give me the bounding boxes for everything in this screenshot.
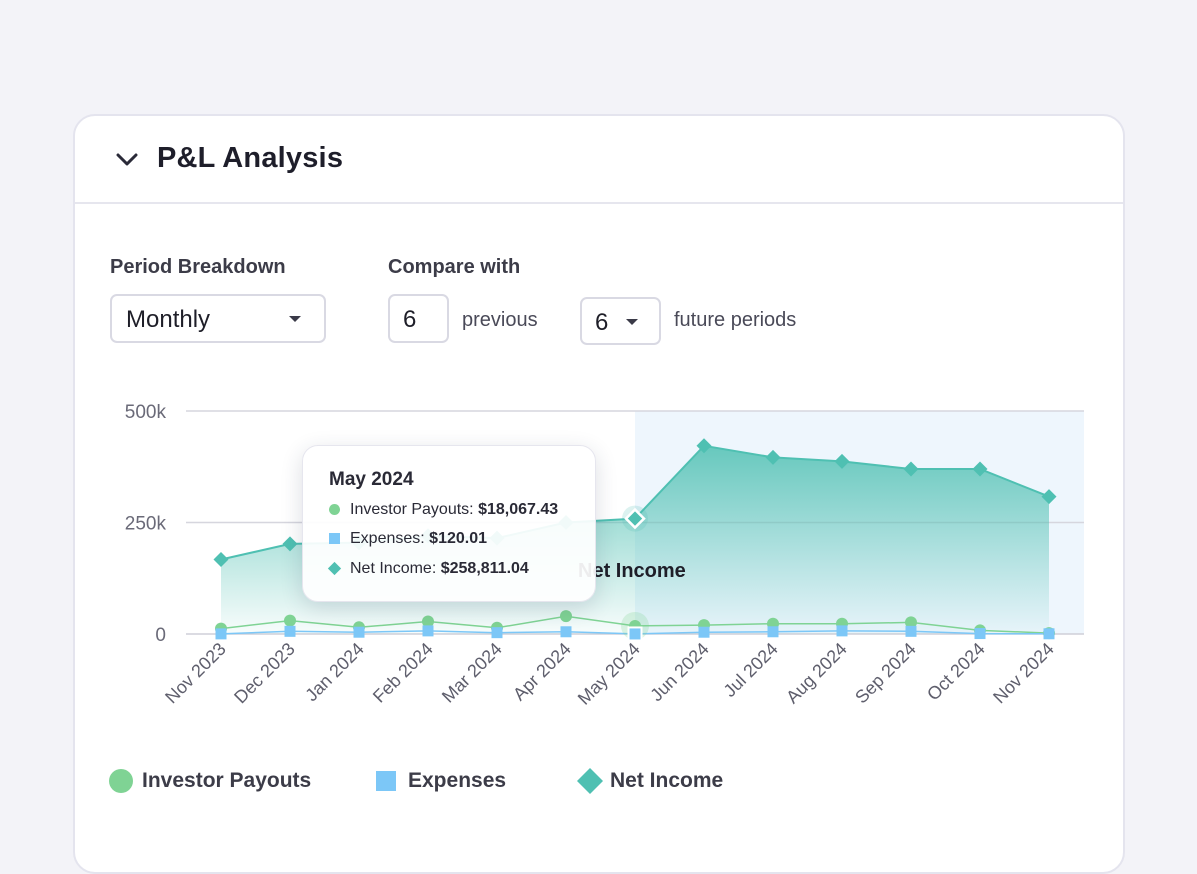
expenses-point[interactable]: [353, 626, 365, 638]
x-tick-label: Apr 2024: [509, 639, 575, 705]
net-income-point[interactable]: [696, 438, 712, 454]
future-periods-label: future periods: [674, 309, 797, 331]
caret-down-icon: [626, 319, 638, 325]
expenses-point[interactable]: [974, 628, 986, 640]
net-income-point[interactable]: [834, 453, 850, 469]
investor-payouts-point[interactable]: [284, 614, 296, 627]
expenses-point[interactable]: [422, 625, 434, 637]
expenses-point[interactable]: [215, 628, 227, 640]
square-marker-icon: [329, 533, 340, 544]
y-tick-label: 500k: [125, 402, 167, 423]
x-tick-label: Dec 2023: [230, 639, 299, 708]
net-income-point[interactable]: [972, 461, 988, 477]
y-tick-label: 0: [155, 625, 166, 646]
x-tick-label: Sep 2024: [851, 639, 920, 708]
expenses-point[interactable]: [491, 627, 503, 639]
x-tick-label: Jun 2024: [646, 639, 713, 706]
future-periods-value: 6: [595, 309, 609, 336]
card-title: P&L Analysis: [157, 142, 344, 174]
previous-label: previous: [462, 309, 538, 331]
circle-marker-icon: [329, 504, 340, 515]
chart-tooltip: May 2024 Investor Payouts: $18,067.43 Ex…: [302, 445, 596, 602]
net-income-point[interactable]: [213, 552, 229, 568]
previous-periods-input[interactable]: 6: [388, 294, 449, 343]
tooltip-row-investor-payouts: Investor Payouts: $18,067.43: [329, 501, 558, 519]
net-income-overlay-label: Net Income: [578, 560, 686, 582]
expenses-point[interactable]: [698, 626, 710, 638]
expenses-point[interactable]: [767, 626, 779, 638]
net-income-point[interactable]: [624, 507, 646, 530]
period-breakdown-value: Monthly: [126, 306, 211, 333]
x-tick-label: Nov 2024: [989, 639, 1058, 708]
investor-payouts-point[interactable]: [560, 610, 572, 623]
chevron-down-icon[interactable]: [113, 146, 141, 174]
period-breakdown-label: Period Breakdown: [110, 256, 286, 278]
net-income-point[interactable]: [282, 536, 298, 552]
investor-payouts-point[interactable]: [422, 615, 434, 628]
x-tick-label: Oct 2024: [923, 639, 989, 705]
net-income-point[interactable]: [1041, 489, 1057, 505]
x-tick-label: Feb 2024: [369, 639, 437, 707]
investor-payouts-point[interactable]: [905, 616, 917, 629]
x-tick-label: Jul 2024: [720, 639, 782, 701]
period-breakdown-select[interactable]: Monthly: [110, 294, 326, 343]
x-tick-label: Jan 2024: [301, 639, 368, 706]
compare-with-label: Compare with: [388, 256, 521, 278]
diamond-marker-icon: [327, 561, 342, 576]
card-header[interactable]: P&L Analysis: [75, 116, 1123, 204]
tooltip-row-net-income: Net Income: $258,811.04: [327, 560, 529, 578]
net-income-point[interactable]: [903, 461, 919, 477]
x-tick-label: Nov 2023: [161, 639, 230, 708]
expenses-point[interactable]: [905, 625, 917, 637]
tooltip-title: May 2024: [329, 469, 414, 490]
future-periods-select[interactable]: 6: [580, 297, 661, 345]
x-tick-label: Aug 2024: [782, 639, 851, 708]
expenses-point[interactable]: [284, 625, 296, 637]
previous-periods-value: 6: [403, 306, 417, 333]
expenses-point[interactable]: [836, 625, 848, 637]
pl-chart: 500k 250k 0 Nov 2023 Dec 2023 Jan 2024 Feb 20…: [125, 402, 1084, 709]
caret-down-icon: [289, 316, 301, 322]
square-marker-icon: [376, 771, 396, 791]
y-tick-label: 250k: [125, 514, 167, 535]
expenses-point[interactable]: [560, 626, 572, 638]
circle-marker-icon: [109, 769, 133, 793]
expenses-point[interactable]: [1043, 628, 1055, 640]
x-tick-label: Mar 2024: [438, 639, 506, 707]
net-income-point[interactable]: [765, 449, 781, 465]
expenses-point[interactable]: [627, 626, 643, 642]
tooltip-row-expenses: Expenses: $120.01: [329, 530, 487, 548]
x-tick-label: May 2024: [574, 639, 644, 709]
diamond-marker-icon: [577, 768, 603, 794]
